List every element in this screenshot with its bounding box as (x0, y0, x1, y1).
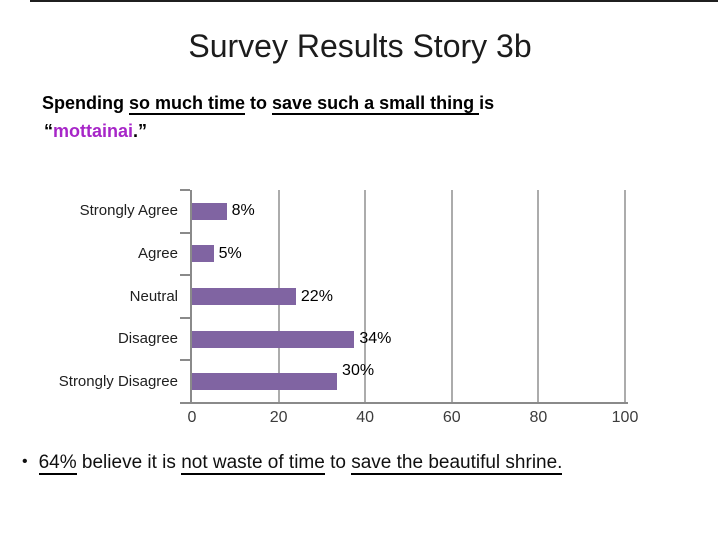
text-segment: to (245, 93, 273, 113)
body-text: Spending so much time to save such a sma… (42, 89, 494, 145)
x-tick-label: 0 (187, 409, 197, 426)
y-axis-tick (180, 359, 190, 362)
y-axis-tick (180, 189, 190, 191)
slide-title: Survey Results Story 3b (188, 28, 532, 64)
bar-strongly-agree (192, 202, 227, 220)
data-label-neutral: 22% (300, 287, 333, 305)
x-tick-label: 100 (611, 409, 639, 426)
text-segment: Spending (42, 93, 129, 113)
y-axis-tick (180, 274, 190, 277)
category-label-disagree: Disagree (117, 330, 178, 348)
text-segment: believe it is (76, 452, 182, 473)
x-tick-label: 60 (442, 409, 461, 426)
category-label-strongly-agree: Strongly Agree (79, 202, 178, 220)
text-segment: .” (133, 121, 148, 141)
footer-bullet-line: • 64% believe it is not waste of time to … (22, 450, 563, 475)
y-axis-tick (180, 316, 190, 319)
bar-agree (192, 245, 214, 263)
x-tick-label: 80 (529, 409, 548, 426)
text-segment: save the beautiful shrine. (351, 452, 563, 475)
text-segment: to (324, 452, 352, 473)
text-segment: mottainai (53, 121, 134, 141)
gridline (537, 190, 540, 403)
gridline (624, 190, 626, 403)
x-axis-line (185, 402, 628, 404)
y-axis-tick (180, 231, 190, 234)
bar-neutral (192, 288, 296, 305)
category-label-neutral: Neutral (129, 287, 178, 305)
bar-disagree (192, 330, 355, 348)
body-line-2: “mottainai.” (42, 117, 494, 145)
text-segment: save such a small thing (272, 93, 480, 115)
data-label-strongly-disagree: 30% (342, 361, 375, 379)
bar-strongly-disagree (192, 373, 338, 391)
data-label-agree: 5% (218, 244, 242, 262)
y-axis-line (190, 190, 192, 403)
body-line-1: Spending so much time to save such a sma… (42, 89, 494, 117)
x-tick-label: 40 (356, 409, 375, 426)
text-segment: 64% (38, 452, 77, 475)
data-label-strongly-agree: 8% (231, 202, 255, 220)
gridline (450, 190, 453, 403)
text-segment: not waste of time (181, 452, 325, 475)
gridline (364, 190, 367, 403)
footer-text: 64% believe it is not waste of time to s… (38, 452, 563, 475)
category-label-agree: Agree (137, 244, 178, 262)
text-segment: so much time (129, 93, 246, 115)
x-tick-label: 20 (269, 409, 288, 426)
data-label-disagree: 34% (359, 330, 392, 348)
bullet-marker: • (22, 453, 28, 470)
category-label-strongly-disagree: Strongly Disagree (58, 372, 178, 390)
text-segment: is (479, 93, 495, 113)
text-segment: “ (44, 121, 53, 141)
top-border-line (30, 0, 718, 2)
